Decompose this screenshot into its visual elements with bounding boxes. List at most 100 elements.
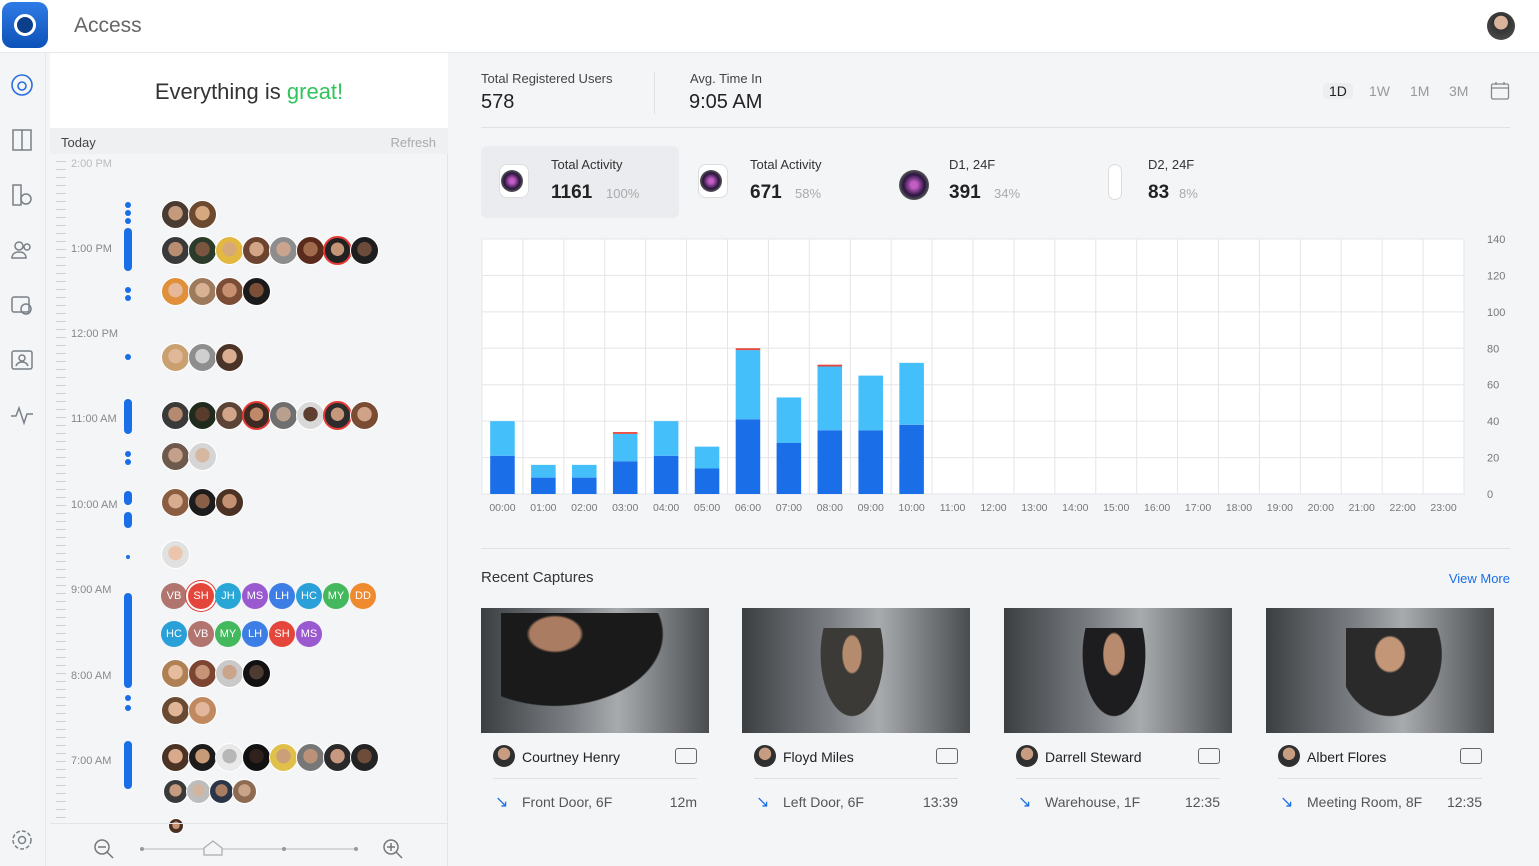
avatar[interactable] <box>296 401 325 430</box>
activity-marker[interactable] <box>125 354 131 360</box>
avatar[interactable] <box>215 236 244 265</box>
visitors-icon[interactable] <box>10 348 34 372</box>
capture-thumbnail[interactable] <box>1266 608 1494 733</box>
capture-thumbnail[interactable] <box>742 608 970 733</box>
time-ruler[interactable] <box>56 161 66 821</box>
stat-card-d2[interactable]: D2, 24F 83 8% <box>1078 146 1276 218</box>
avatar[interactable] <box>188 343 217 372</box>
avatar[interactable] <box>161 236 190 265</box>
activity-marker[interactable] <box>125 287 131 293</box>
initials-avatar[interactable]: LH <box>242 621 268 647</box>
avatar[interactable] <box>215 401 244 430</box>
devices-icon[interactable] <box>10 183 34 207</box>
avatar[interactable] <box>242 743 271 772</box>
avatar[interactable] <box>323 401 352 430</box>
avatar[interactable] <box>188 401 217 430</box>
capture-card[interactable]: Darrell Steward ↘ Warehouse, 1F 12:35 <box>1004 608 1232 818</box>
capture-thumbnail[interactable] <box>481 608 709 733</box>
settings-icon[interactable] <box>10 828 34 852</box>
avatar[interactable] <box>188 696 217 725</box>
avatar[interactable] <box>296 236 325 265</box>
view-more-link[interactable]: View More <box>1448 571 1510 586</box>
policies-icon[interactable] <box>10 293 34 317</box>
stat-card-total[interactable]: Total Activity 1161 100% <box>481 146 679 218</box>
activity-marker[interactable] <box>125 451 131 457</box>
initials-avatar[interactable]: VB <box>161 583 187 609</box>
avatar[interactable] <box>269 401 298 430</box>
activity-marker[interactable] <box>124 491 132 505</box>
zoom-slider[interactable] <box>138 838 360 860</box>
avatar[interactable] <box>161 442 190 471</box>
avatar[interactable] <box>161 343 190 372</box>
initials-avatar[interactable]: DD <box>350 583 376 609</box>
calendar-icon[interactable] <box>1490 81 1510 101</box>
range-3m-button[interactable]: 3M <box>1449 83 1469 99</box>
activity-icon[interactable] <box>10 403 34 427</box>
avatar[interactable] <box>161 200 190 229</box>
activity-marker[interactable] <box>125 295 131 301</box>
activity-marker[interactable] <box>126 555 130 559</box>
activity-marker[interactable] <box>125 218 131 224</box>
user-avatar[interactable] <box>1487 12 1515 40</box>
activity-marker[interactable] <box>124 741 132 789</box>
stat-card-d1[interactable]: D1, 24F 391 34% <box>879 146 1077 218</box>
avatar[interactable] <box>188 277 217 306</box>
avatar[interactable] <box>188 743 217 772</box>
avatar[interactable] <box>186 779 211 804</box>
capture-card[interactable]: Courtney Henry ↘ Front Door, 6F 12m <box>481 608 709 818</box>
avatar[interactable] <box>350 743 379 772</box>
avatar[interactable] <box>188 236 217 265</box>
activity-marker[interactable] <box>124 593 132 688</box>
avatar[interactable] <box>209 779 234 804</box>
activity-marker[interactable] <box>125 202 131 208</box>
avatar[interactable] <box>188 488 217 517</box>
avatar[interactable] <box>188 659 217 688</box>
initials-avatar[interactable]: LH <box>269 583 295 609</box>
capture-card[interactable]: Floyd Miles ↘ Left Door, 6F 13:39 <box>742 608 970 818</box>
avatar[interactable] <box>296 743 325 772</box>
avatar[interactable] <box>188 200 217 229</box>
avatar[interactable] <box>323 743 352 772</box>
avatar[interactable] <box>323 236 352 265</box>
avatar[interactable] <box>215 488 244 517</box>
activity-marker[interactable] <box>125 459 131 465</box>
avatar[interactable] <box>215 743 244 772</box>
initials-avatar[interactable]: MS <box>242 583 268 609</box>
activity-marker[interactable] <box>124 228 132 271</box>
capture-thumbnail[interactable] <box>1004 608 1232 733</box>
initials-avatar[interactable]: MY <box>215 621 241 647</box>
zoom-out-icon[interactable] <box>93 838 115 860</box>
access-logo[interactable] <box>2 2 48 48</box>
refresh-button[interactable]: Refresh <box>390 135 436 150</box>
range-1d-button[interactable]: 1D <box>1323 83 1353 99</box>
id-card-icon[interactable] <box>675 748 697 764</box>
avatar[interactable] <box>232 779 257 804</box>
avatar[interactable] <box>168 818 184 834</box>
users-icon[interactable] <box>10 238 34 262</box>
activity-chart[interactable]: 0 20 40 60 80 100 120 140 00:00 01:00 02:00 03:00 04… <box>449 233 1539 533</box>
avatar[interactable] <box>161 659 190 688</box>
initials-avatar[interactable]: HC <box>161 621 187 647</box>
avatar[interactable] <box>269 743 298 772</box>
initials-avatar[interactable]: VB <box>188 621 214 647</box>
avatar[interactable] <box>161 401 190 430</box>
sites-icon[interactable] <box>10 73 34 97</box>
initials-avatar[interactable]: JH <box>215 583 241 609</box>
id-card-icon[interactable] <box>936 748 958 764</box>
avatar[interactable] <box>242 236 271 265</box>
avatar[interactable] <box>350 236 379 265</box>
id-card-icon[interactable] <box>1198 748 1220 764</box>
stat-card-activity[interactable]: Total Activity 671 58% <box>680 146 878 218</box>
activity-marker[interactable] <box>124 512 132 528</box>
doors-icon[interactable] <box>10 128 34 152</box>
initials-avatar[interactable]: SH <box>188 583 214 609</box>
zoom-in-icon[interactable] <box>382 838 404 860</box>
avatar[interactable] <box>161 488 190 517</box>
avatar[interactable] <box>215 277 244 306</box>
avatar[interactable] <box>161 540 190 569</box>
avatar[interactable] <box>163 779 188 804</box>
avatar[interactable] <box>242 401 271 430</box>
activity-marker[interactable] <box>125 210 131 216</box>
initials-avatar[interactable]: SH <box>269 621 295 647</box>
range-1m-button[interactable]: 1M <box>1410 83 1430 99</box>
